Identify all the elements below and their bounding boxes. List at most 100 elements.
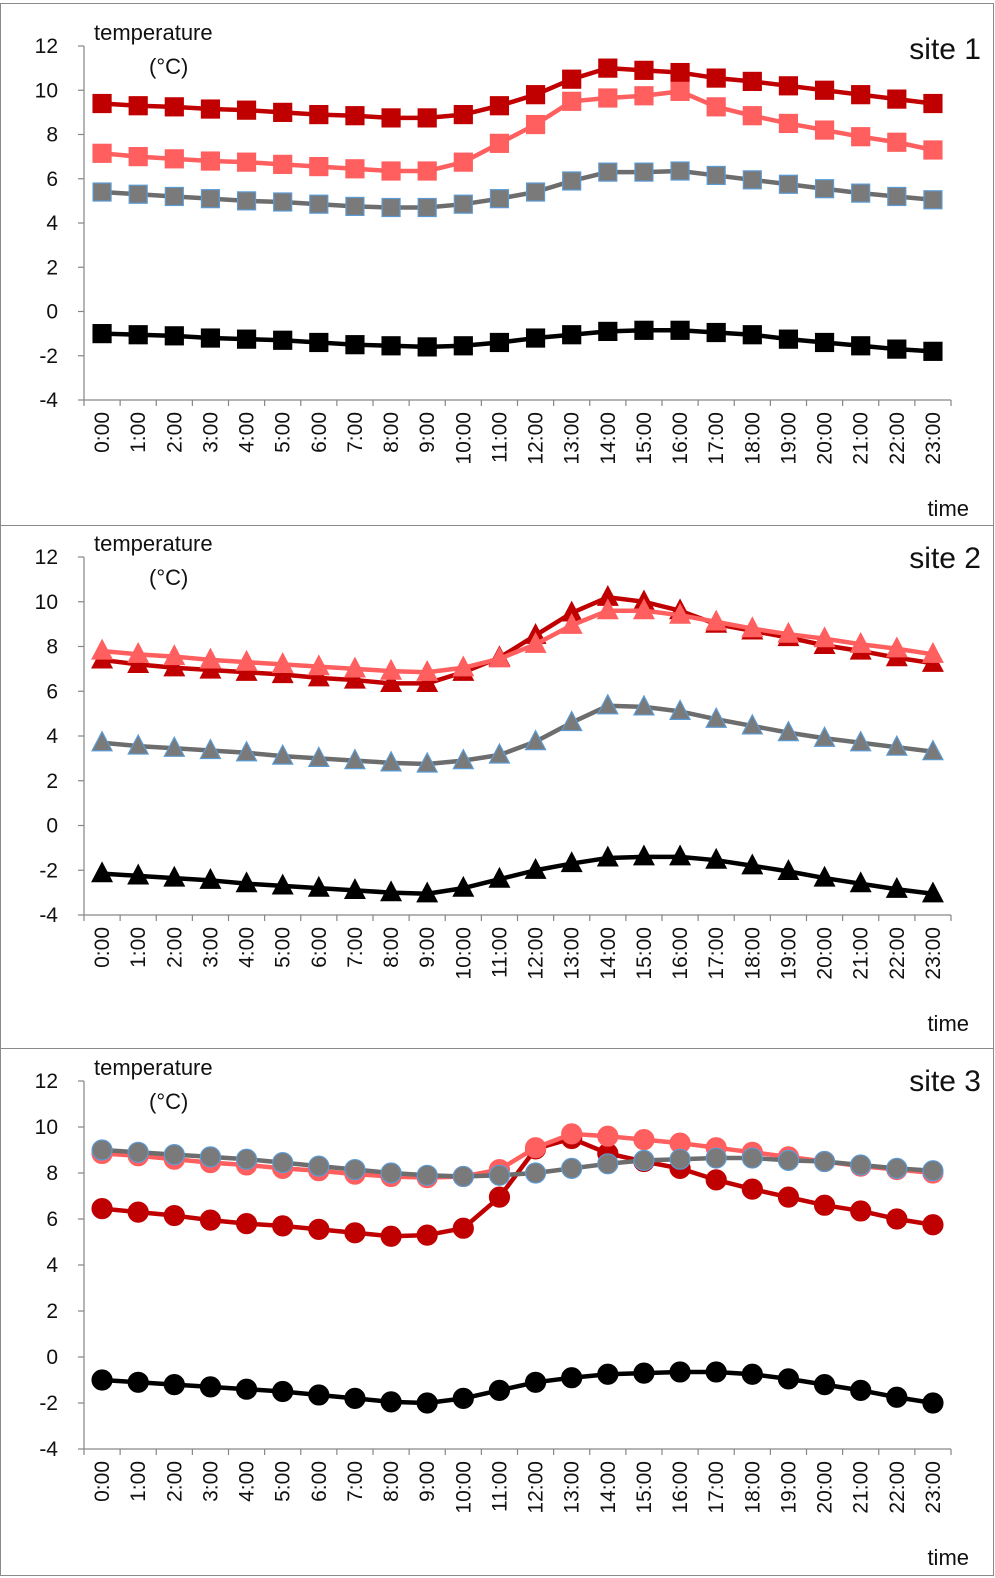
data-point-4: [922, 1392, 944, 1414]
data-point-3: [417, 197, 437, 218]
data-point-1: [164, 97, 184, 117]
data-point-3: [343, 748, 366, 770]
data-point-4: [813, 1374, 836, 1396]
data-point-1: [453, 104, 473, 125]
data-point-3: [344, 1158, 366, 1181]
data-point-4: [307, 875, 330, 897]
data-point-3: [525, 182, 546, 202]
data-point-3: [453, 194, 473, 214]
y-tick-label: 2: [46, 1300, 58, 1323]
data-point-4: [416, 881, 439, 903]
data-point-3: [634, 162, 654, 182]
data-point-1: [309, 104, 329, 125]
series-line-3: [101, 703, 934, 767]
data-point-3: [273, 192, 293, 212]
x-tick-label: 14:00: [597, 412, 620, 465]
x-tick-label: 6:00: [308, 412, 331, 453]
y-tick-label: -4: [39, 1438, 58, 1461]
y-axis-title: temperature: [94, 1055, 213, 1080]
data-point-3: [127, 733, 150, 755]
data-point-1: [163, 655, 186, 677]
data-point-1: [598, 58, 618, 78]
x-tick-label: 12:00: [525, 412, 548, 465]
data-point-2: [923, 140, 943, 160]
x-tick-label: 8:00: [380, 1461, 403, 1502]
series-line-1: [101, 1136, 934, 1239]
data-point-2: [127, 642, 150, 663]
x-tick-label: 4:00: [236, 412, 259, 453]
data-point-4: [453, 336, 473, 356]
data-point-1: [416, 671, 439, 693]
series-line-2: [101, 89, 934, 174]
data-point-3: [309, 194, 329, 214]
data-point-4: [488, 866, 511, 888]
data-point-2: [633, 1129, 655, 1151]
series-line-4: [101, 1369, 934, 1406]
data-point-2: [453, 152, 473, 172]
x-tick-label: 17:00: [705, 412, 728, 465]
x-tick-label: 15:00: [633, 1461, 656, 1514]
x-tick-label: 9:00: [416, 1461, 439, 1502]
data-point-1: [887, 89, 907, 109]
x-tick-label: 14:00: [597, 927, 620, 980]
data-point-3: [416, 751, 439, 773]
data-point-2: [380, 658, 403, 680]
data-point-4: [199, 868, 222, 889]
y-tick-label: -2: [39, 345, 58, 368]
x-tick-label: 23:00: [922, 927, 945, 980]
data-point-2: [597, 1125, 619, 1147]
y-tick-label: 2: [46, 256, 58, 279]
data-point-3: [850, 1154, 872, 1176]
x-tick-label: 14:00: [597, 1461, 620, 1514]
data-point-3: [922, 1160, 944, 1182]
data-point-2: [381, 161, 401, 181]
data-point-2: [669, 602, 692, 624]
data-point-1: [488, 1186, 511, 1208]
data-point-3: [271, 743, 294, 765]
data-point-1: [307, 665, 330, 687]
data-point-2: [163, 644, 186, 666]
data-point-4: [452, 875, 475, 897]
x-tick-label: 13:00: [561, 412, 584, 465]
data-point-4: [814, 332, 835, 353]
y-tick-label: 8: [46, 124, 58, 147]
x-tick-label: 1:00: [127, 412, 150, 453]
x-tick-label: 5:00: [272, 412, 295, 453]
data-point-3: [381, 197, 401, 218]
data-point-3: [163, 736, 186, 757]
data-point-4: [887, 339, 907, 359]
data-point-2: [849, 631, 872, 653]
x-tick-label: 5:00: [272, 927, 295, 968]
data-point-2: [634, 86, 654, 106]
data-point-4: [634, 320, 654, 340]
x-tick-label: 16:00: [669, 412, 692, 465]
data-point-3: [813, 1150, 836, 1173]
series-line-4: [101, 854, 934, 896]
data-point-3: [670, 161, 690, 181]
data-point-4: [309, 332, 329, 353]
data-point-4: [778, 329, 799, 349]
x-tick-label: 8:00: [380, 412, 403, 453]
chart-panel-site-3: -4 -2 0 2 4 6 8 10 12 0:00 1:00 2:00 3:00 4:00 5:00 6:0…: [0, 1048, 994, 1576]
chart-title: site 3: [909, 1065, 981, 1098]
data-point-2: [164, 149, 184, 169]
series-line-1: [101, 65, 934, 121]
x-tick-label: 0:00: [91, 1461, 114, 1502]
data-point-2: [128, 147, 148, 167]
y-tick-label: -4: [39, 904, 58, 927]
y-tick-label: 12: [35, 1070, 58, 1093]
data-point-1: [741, 1178, 763, 1200]
y-tick-label: 0: [46, 301, 58, 324]
data-point-4: [849, 871, 872, 893]
data-point-3: [814, 179, 835, 199]
data-point-4: [271, 873, 294, 895]
x-tick-label: 9:00: [416, 927, 439, 968]
x-axis-title: time: [927, 1011, 969, 1036]
data-point-3: [596, 693, 619, 715]
x-tick-label: 21:00: [850, 412, 873, 465]
x-tick-label: 20:00: [814, 1461, 837, 1514]
data-point-4: [272, 1380, 294, 1403]
x-tick-label: 22:00: [886, 412, 909, 465]
data-point-3: [489, 189, 510, 209]
x-tick-label: 3:00: [199, 1461, 222, 1502]
